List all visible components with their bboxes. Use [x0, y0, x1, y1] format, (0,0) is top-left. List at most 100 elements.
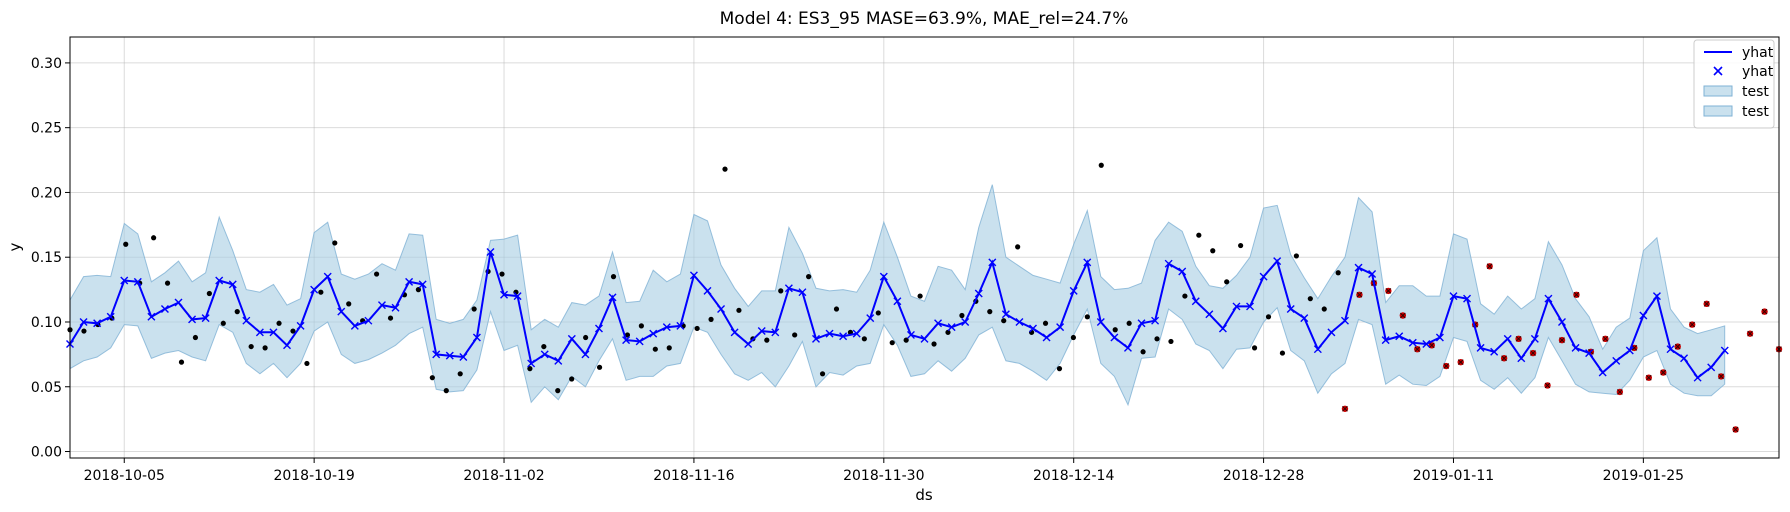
history-point [1056, 366, 1063, 372]
history-point [1001, 318, 1007, 324]
test-point [1544, 382, 1551, 389]
history-point [1321, 306, 1327, 312]
test-point [1341, 405, 1349, 412]
yhat-marker [1530, 334, 1539, 343]
history-point [1307, 296, 1313, 302]
history-point [541, 343, 547, 350]
history-point [164, 280, 171, 286]
yhat-marker [1029, 324, 1038, 333]
yhat-marker [1300, 314, 1309, 323]
x-tick-label: 2018-10-19 [273, 468, 354, 484]
history-point [1182, 293, 1188, 299]
test-interval-band [69, 184, 1726, 407]
y-tick-label: 0.30 [31, 56, 62, 72]
history-point [596, 364, 603, 370]
test-point [1703, 300, 1710, 308]
yhat-marker [188, 315, 197, 324]
yhat-marker [839, 332, 848, 341]
history-point [819, 371, 826, 377]
yhat-marker [662, 323, 671, 332]
yhat-marker [1707, 363, 1716, 372]
yhat-marker [1666, 345, 1675, 354]
chart-title: Model 4: ES3_95 MASE=63.9%, MAE_rel=24.7… [720, 9, 1129, 29]
yhat-marker [1178, 267, 1187, 276]
yhat-marker [567, 334, 576, 343]
yhat-marker [323, 272, 332, 281]
yhat-marker [1408, 338, 1417, 347]
history-point [276, 320, 282, 326]
history-point [1154, 336, 1160, 342]
history-point [248, 343, 254, 350]
yhat-marker [1381, 336, 1390, 345]
yhat-marker [608, 293, 617, 302]
yhat-marker [798, 288, 807, 297]
legend-label-yhat-marker: yhat [1742, 64, 1774, 80]
history-point [290, 328, 296, 334]
yhat-marker [1273, 257, 1282, 266]
yhat-marker [1042, 333, 1051, 342]
yhat-marker [283, 341, 292, 350]
test-point [1616, 388, 1624, 396]
x-axis-title: ds [915, 486, 933, 504]
yhat-marker [554, 356, 563, 365]
test-point [1443, 362, 1450, 370]
legend-band-swatch-1 [1703, 85, 1733, 97]
yhat-marker [120, 276, 129, 285]
history-point [945, 329, 951, 335]
yhat-marker [1340, 316, 1349, 325]
x-tick-label: 2018-11-30 [843, 468, 924, 484]
yhat-marker [1069, 286, 1078, 295]
yhat-marker [1680, 354, 1689, 363]
yhat-marker [1001, 310, 1010, 319]
history-point [387, 315, 394, 321]
yhat-marker [676, 321, 685, 330]
yhat-marker [269, 328, 278, 337]
yhat-marker [405, 277, 414, 286]
history-point [1335, 270, 1341, 276]
history-point [722, 166, 728, 172]
test-point [1732, 426, 1739, 433]
yhat-marker [1191, 297, 1200, 306]
yhat-marker [635, 337, 644, 346]
history-point [806, 274, 812, 280]
yhat-marker [1652, 292, 1661, 301]
test-point [1674, 343, 1681, 350]
history-point [764, 337, 770, 343]
yhat-marker [1422, 340, 1431, 349]
yhat-marker [228, 280, 237, 289]
history-point [708, 316, 714, 322]
yhat-marker [703, 286, 712, 295]
history-point [1279, 350, 1286, 356]
yhat-marker [1164, 259, 1173, 268]
test-point [1399, 312, 1407, 319]
x-tick-label: 2018-11-16 [653, 468, 734, 484]
yhat-marker [1056, 323, 1065, 332]
yhat-marker [418, 280, 427, 289]
history-point [1210, 248, 1216, 254]
test-point [1573, 291, 1580, 298]
yhat-marker [1218, 324, 1227, 333]
yhat-marker [337, 307, 346, 316]
test-point [1761, 308, 1768, 315]
yhat-marker [1246, 302, 1255, 311]
yhat-marker [689, 271, 698, 280]
history-point [736, 307, 742, 313]
yhat-marker [852, 329, 861, 338]
yhat-marker [296, 321, 305, 330]
yhat-marker [879, 272, 888, 281]
test-point [1558, 336, 1566, 344]
yhat-marker [540, 350, 549, 359]
history-point [583, 334, 589, 341]
history-point [262, 345, 268, 351]
test-point [1602, 335, 1609, 343]
test-point [1631, 344, 1638, 352]
history-point [1196, 232, 1202, 238]
yhat-marker [1490, 347, 1499, 356]
history-point [1251, 345, 1258, 351]
history-point [178, 359, 185, 365]
yhat-marker [1259, 272, 1268, 281]
test-point [1385, 287, 1392, 295]
yhat-marker [445, 351, 454, 360]
history-point [192, 334, 199, 341]
